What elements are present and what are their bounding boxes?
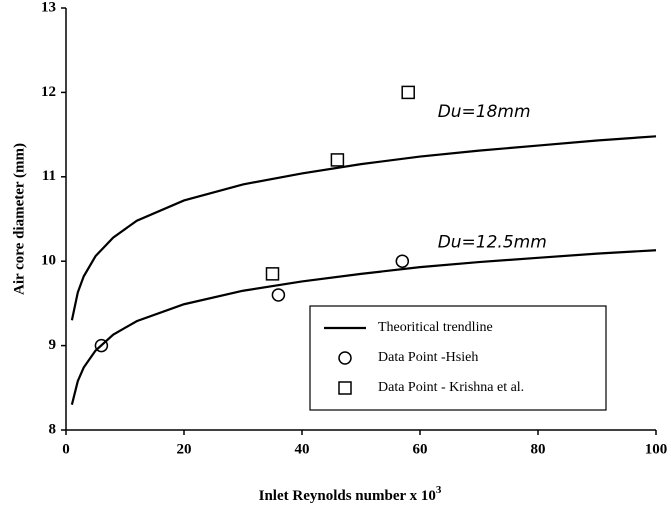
legend-swatch [338,381,352,395]
x-axis-label: Inlet Reynolds number x 103 [259,484,442,505]
data-point [265,267,280,281]
data-point [401,85,415,100]
trendline [70,135,657,321]
x-tick-label: 100 [645,441,668,457]
x-axis-label-sup: 3 [436,484,442,496]
y-tick-label: 13 [41,0,56,15]
annotation: Du=18mm [438,102,531,122]
data-point [395,254,410,268]
data-point [94,338,109,353]
x-tick-label: 0 [62,441,70,457]
legend-label: Data Point -Hsieh [378,350,478,365]
annotation: Du=12.5mm [438,233,547,253]
data-point [330,153,345,167]
legend-box [309,305,607,411]
y-tick-label: 12 [41,84,56,100]
y-tick-label: 9 [49,337,57,353]
x-axis-label-text: Inlet Reynolds number x 10 [259,488,436,504]
legend-swatch [338,351,352,365]
legend-label: Data Point - Krishna et al. [378,380,524,395]
y-tick-label: 8 [49,421,57,437]
y-axis-label: Air core diameter (mm) [11,143,27,295]
x-tick-label: 40 [295,441,310,457]
x-tick-label: 20 [177,441,192,457]
y-tick-label: 11 [42,168,56,184]
x-tick-label: 80 [531,441,546,457]
trendline [70,249,657,405]
y-tick-label: 10 [41,253,56,269]
legend-label: Theoritical trendline [378,320,493,335]
data-point [271,288,286,302]
x-tick-label: 60 [413,441,428,457]
